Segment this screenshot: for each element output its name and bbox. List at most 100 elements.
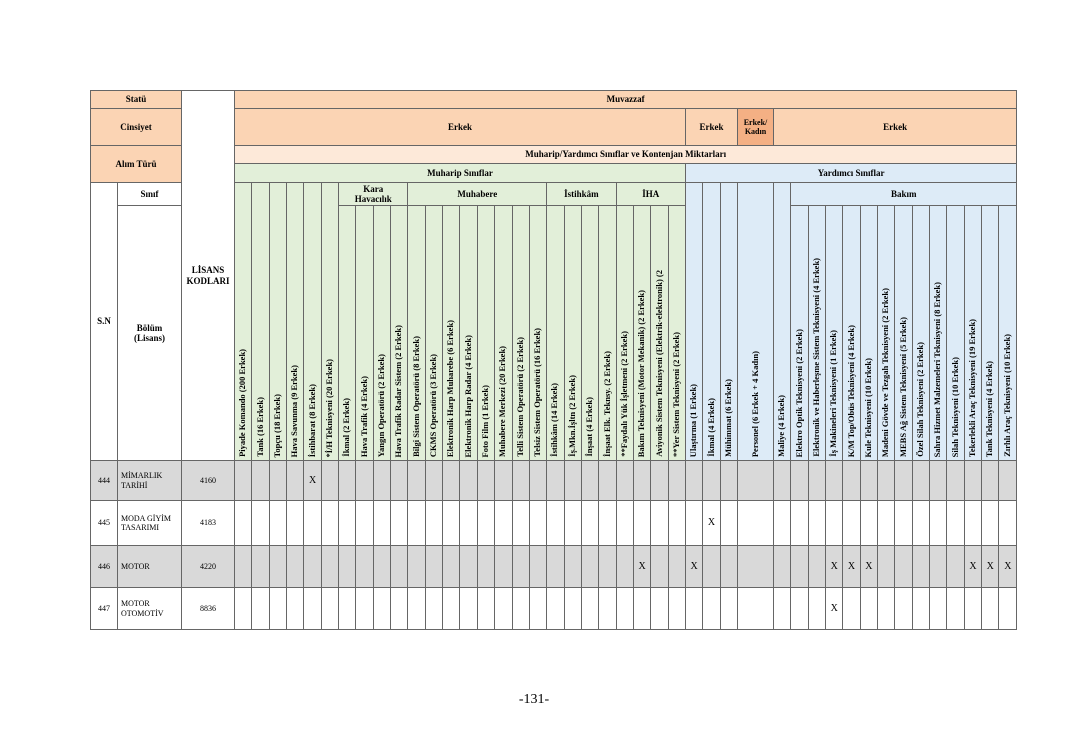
mark-cell (894, 500, 913, 546)
mark-cell (268, 587, 288, 630)
bolum: MODA GİYİM TASARIMI (116, 500, 183, 546)
class-column-label: İş.Mkn.İşltn (2 Erkek) (567, 375, 577, 457)
mark-cell (632, 460, 652, 501)
mark-cell (372, 460, 392, 501)
mark-cell (807, 587, 827, 630)
class-column-header: İkmal (2 Erkek) (338, 205, 357, 461)
mark-cell (998, 587, 1018, 630)
mark-cell (963, 500, 983, 546)
mark-cell (719, 460, 738, 501)
class-column-label: İnşaat (4 Erkek) (585, 397, 595, 457)
table-row: Bölüm (Lisans) İkmal (2 Erkek) Hava Trafik… (91, 205, 1018, 461)
mark-cell (407, 545, 426, 588)
table-row: 444 MİMARLIK TARİHİ 4160 X (90, 460, 1018, 501)
mark-cell: X (632, 545, 652, 588)
class-column-header: Personel (6 Erkek + 4 Kadın) (736, 182, 774, 461)
mark-cell (338, 587, 357, 630)
mark-cell (632, 500, 652, 546)
mark-cell (338, 460, 357, 501)
mark-cell (390, 460, 409, 501)
class-column-header: İstihbarat (8 Erkek) (303, 182, 322, 461)
mark-cell (563, 587, 582, 630)
class-column-label: Zırhlı Araç Teknisyeni (10 Erkek) (1002, 334, 1012, 457)
mark-cell (546, 545, 565, 588)
class-column-header: Telli Sistem Operatörü (2 Erkek) (511, 205, 530, 461)
table-row: 446 MOTOR 4220 X X X X X X X X (90, 545, 1018, 588)
mark-cell (476, 587, 496, 630)
class-column-label: K/M Top/Obüs Teknisyeni (4 Erkek) (846, 324, 856, 457)
mark-cell (286, 500, 305, 546)
class-column-header: Ulaştırma (1 Erkek) (684, 182, 704, 461)
mark-cell (494, 500, 513, 546)
mark-cell (684, 500, 704, 546)
class-column-label: İstihkâm (14 Erkek) (550, 383, 560, 457)
mark-cell (736, 545, 774, 588)
mark-cell (286, 460, 305, 501)
mark-cell (894, 460, 913, 501)
mark-cell (946, 460, 965, 501)
class-column-header: Hava Trafik Radar Sistem (2 Erkek) (390, 205, 409, 461)
bolum-label: Bölüm (Lisans) (116, 205, 183, 461)
class-column-label: Hava Trafik (4 Erkek) (359, 375, 369, 457)
sn: 446 (90, 545, 118, 588)
mark-cell (372, 500, 392, 546)
mark-cell (598, 460, 617, 501)
class-column-header: K/M Top/Obüs Teknisyeni (4 Erkek) (842, 205, 861, 461)
class-column-label: Bilgi Sistem Operatörü (8 Erkek) (411, 336, 421, 457)
bolum: MOTOR (116, 545, 183, 588)
mark-cell (234, 500, 253, 546)
mark-cell (424, 500, 444, 546)
mark-cell (825, 500, 844, 546)
sn-label: S.N (90, 182, 118, 461)
class-column-header: Tank Teknisyeni (4 Erkek) (981, 205, 1000, 461)
table-row: Muharip Sınıflar Yardımcı Sınıflar (91, 163, 1018, 183)
class-column-label: İkmal (2 Erkek) (342, 398, 352, 457)
mark-cell (442, 500, 461, 546)
mark-cell (251, 460, 270, 501)
table-row: Statü LİSANS KODLARI Muvazzaf (89, 90, 1018, 461)
mark-cell (459, 500, 478, 546)
mark-cell (355, 500, 374, 546)
mark-cell (511, 460, 530, 501)
class-column-label: Sahra Hizmet Malzemeleri Teknisyeni (8 E… (933, 281, 943, 457)
mark-cell (442, 460, 461, 501)
mark-cell (303, 545, 322, 588)
class-column-header: Telsiz Sistem Operatörü (16 Erkek) (528, 205, 548, 461)
mark-cell (981, 587, 1000, 630)
class-column-label: Özel Silah Teknisyeni (2 Erkek) (916, 342, 926, 457)
mark-cell (929, 545, 948, 588)
mark-cell (528, 587, 548, 630)
class-column-header: Piyade Komando (200 Erkek) (234, 182, 253, 461)
mark-cell (546, 500, 565, 546)
class-column-label: İş Makineleri Teknisyeni (1 Erkek) (829, 330, 839, 457)
class-column-label: *İ/H Teknisyeni (20 Erkek) (325, 358, 335, 457)
mark-cell (790, 587, 809, 630)
class-column-header: Sahra Hizmet Malzemeleri Teknisyeni (8 E… (929, 205, 948, 461)
mark-cell (476, 460, 496, 501)
class-column-label: Kule Teknisyeni (10 Erkek) (863, 357, 873, 457)
mark-cell (736, 587, 774, 630)
mark-cell (998, 460, 1018, 501)
mark-cell (981, 460, 1000, 501)
mark-cell (424, 460, 444, 501)
mark-cell (650, 500, 669, 546)
mark-cell (580, 587, 600, 630)
mark-cell (684, 587, 704, 630)
mark-cell (807, 545, 827, 588)
mark-cell: X (963, 545, 983, 588)
class-column-header: İstihkâm (14 Erkek) (546, 205, 565, 461)
class-column-header: Foto Film (1 Erkek) (476, 205, 496, 461)
mark-cell (494, 460, 513, 501)
yardimci-title: Yardımcı Sınıflar (684, 163, 1018, 183)
mark-cell (338, 500, 357, 546)
class-column-header: Elektronik Harp Radar (4 Erkek) (459, 205, 478, 461)
mark-cell (511, 587, 530, 630)
class-column-header: Bilgi Sistem Operatörü (8 Erkek) (407, 205, 426, 461)
group-header: Kara Havacılık (338, 182, 409, 206)
mark-cell (807, 500, 827, 546)
siniflar-title: Muharip/Yardımcı Sınıflar ve Kontenjan M… (234, 145, 1018, 164)
mark-cell (859, 587, 879, 630)
class-column-label: Telli Sistem Operatörü (2 Erkek) (515, 337, 525, 457)
class-column-label: Tekerlekli Araç Teknisyeni (19 Erkek) (968, 318, 978, 457)
